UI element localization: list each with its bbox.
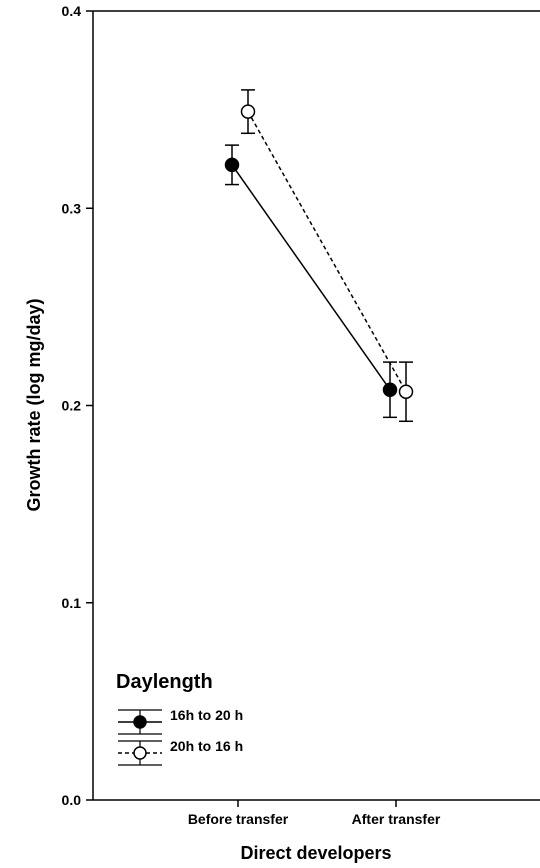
x-tick-label: After transfer bbox=[352, 811, 441, 827]
legend-swatch-marker bbox=[133, 715, 147, 729]
series-layer bbox=[224, 89, 414, 423]
series-line bbox=[247, 111, 407, 393]
y-tick-label: 0.3 bbox=[62, 200, 82, 216]
y-tick-label: 0.1 bbox=[62, 595, 82, 611]
data-point bbox=[398, 384, 414, 399]
x-axis-label: Direct developers bbox=[240, 843, 391, 863]
legend-entry-label: 16h to 20 h bbox=[170, 707, 243, 723]
y-tick-label: 0.4 bbox=[62, 3, 82, 19]
data-point bbox=[240, 104, 256, 119]
legend-items: 16h to 20 h 20h to 16 h bbox=[118, 707, 243, 766]
data-point bbox=[224, 157, 240, 173]
y-axis-label: Growth rate (log mg/day) bbox=[24, 298, 44, 511]
data-point bbox=[382, 382, 398, 397]
x-tick-label: Before transfer bbox=[188, 811, 289, 827]
y-tick-label: 0.0 bbox=[62, 792, 82, 808]
y-tick-label: 0.2 bbox=[62, 398, 82, 414]
series-1 bbox=[224, 144, 398, 419]
legend-entry-label: 20h to 16 h bbox=[170, 738, 243, 754]
x-ticks: Before transfer After transfer bbox=[188, 800, 441, 827]
legend: Daylength 16h to 20 h 20h to 16 h bbox=[116, 671, 243, 766]
legend-swatch-marker bbox=[133, 746, 147, 760]
legend-title: Daylength bbox=[116, 671, 213, 693]
series-line bbox=[231, 164, 391, 391]
series-2 bbox=[240, 89, 414, 423]
y-ticks: 0.0 0.1 0.2 0.3 0.4 bbox=[62, 3, 93, 808]
